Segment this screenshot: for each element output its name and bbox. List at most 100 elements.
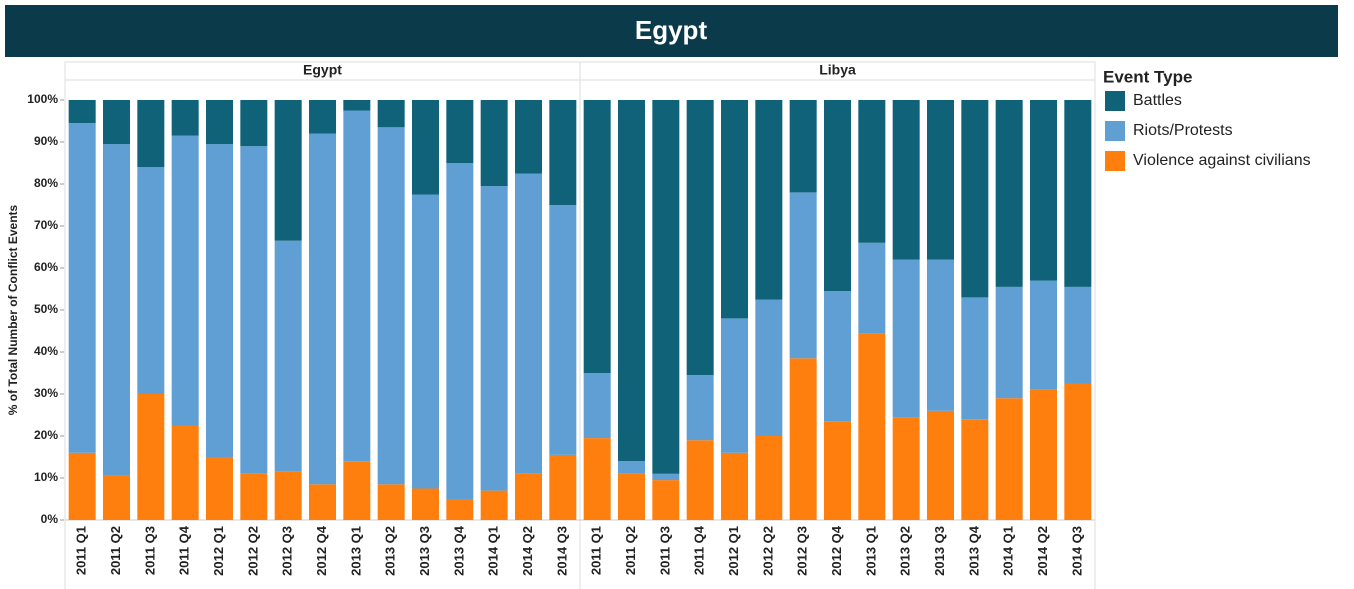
- bar-segment: [789, 100, 817, 193]
- x-tick-label: 2013 Q4: [966, 525, 981, 576]
- legend-swatch: [1105, 151, 1125, 171]
- bar-segment: [103, 144, 130, 476]
- bar-segment: [755, 436, 783, 520]
- x-tick-label: 2013 Q3: [417, 526, 432, 576]
- x-tick-label: 2012 Q2: [245, 526, 260, 576]
- y-tick-label: 10%: [34, 470, 58, 484]
- x-tick-label: 2011 Q1: [589, 526, 604, 575]
- bar-segment: [789, 358, 817, 520]
- bar-segment: [171, 100, 199, 136]
- x-tick-label: 2014 Q2: [520, 526, 535, 576]
- bar-segment: [103, 100, 130, 145]
- bar-segment: [961, 297, 989, 420]
- x-tick-label: 2012 Q4: [829, 525, 844, 576]
- x-tick-label: 2012 Q3: [795, 526, 810, 576]
- x-tick-label: 2013 Q1: [863, 526, 878, 576]
- y-tick-label: 30%: [34, 386, 58, 400]
- y-tick-label: 40%: [34, 344, 58, 358]
- bar-segment: [515, 100, 542, 174]
- bar-segment: [137, 100, 165, 168]
- bar-segment: [240, 473, 268, 520]
- x-tick-label: 2011 Q3: [142, 526, 157, 575]
- x-tick-label: 2014 Q1: [1001, 526, 1016, 576]
- x-tick-label: 2014 Q1: [486, 526, 501, 576]
- bar-segment: [858, 100, 886, 243]
- bar-segment: [171, 135, 199, 426]
- bar-segment: [515, 173, 542, 474]
- x-tick-label: 2013 Q3: [932, 526, 947, 576]
- bar-segment: [652, 100, 680, 474]
- x-tick-label: 2014 Q3: [1069, 526, 1084, 576]
- bar-segment: [824, 291, 851, 422]
- bar-segment: [686, 100, 714, 376]
- bar-segment: [274, 240, 302, 472]
- y-tick-label: 0%: [41, 512, 59, 526]
- bar-segment: [927, 100, 954, 260]
- x-tick-label: 2011 Q4: [177, 525, 192, 575]
- bar-segment: [995, 100, 1023, 287]
- bar-segment: [377, 484, 405, 520]
- bar-segment: [1030, 389, 1057, 520]
- legend-swatch: [1105, 121, 1125, 141]
- bar-segment: [240, 146, 268, 474]
- bar-segment: [68, 452, 96, 520]
- y-axis-label: % of Total Number of Conflict Events: [6, 204, 20, 415]
- y-tick-label: 80%: [34, 176, 58, 190]
- bar-segment: [206, 144, 233, 457]
- bar-segment: [446, 163, 474, 499]
- bar-segment: [343, 110, 371, 462]
- bar-segment: [240, 100, 268, 147]
- bar-segment: [549, 454, 577, 520]
- bar-segment: [480, 490, 508, 520]
- bar-segment: [652, 480, 680, 520]
- bar-segment: [858, 242, 886, 334]
- bar-segment: [892, 259, 920, 418]
- x-tick-label: 2012 Q2: [760, 526, 775, 576]
- bar-segment: [309, 100, 336, 134]
- x-tick-label: 2014 Q3: [554, 526, 569, 576]
- bar-segment: [961, 100, 989, 298]
- bar-segment: [412, 100, 439, 195]
- bar-segment: [892, 417, 920, 520]
- bar-segment: [137, 394, 165, 520]
- bar-segment: [480, 186, 508, 491]
- bar-segment: [377, 127, 405, 485]
- bar-segment: [789, 192, 817, 359]
- x-tick-label: 2011 Q2: [623, 526, 638, 575]
- bar-segment: [583, 438, 611, 520]
- bar-segment: [343, 461, 371, 520]
- y-tick-label: 50%: [34, 302, 58, 316]
- legend-title: Event Type: [1103, 67, 1192, 86]
- bar-segment: [892, 100, 920, 260]
- x-tick-label: 2012 Q1: [726, 526, 741, 576]
- bar-segment: [343, 100, 371, 111]
- bar-segment: [1064, 100, 1092, 287]
- bar-segment: [858, 333, 886, 520]
- bar-segment: [103, 475, 130, 520]
- bar-segment: [755, 299, 783, 436]
- x-tick-label: 2012 Q1: [211, 526, 226, 576]
- bar-segment: [377, 100, 405, 128]
- bar-segment: [686, 440, 714, 520]
- bar-segment: [824, 421, 851, 520]
- bar-segment: [549, 205, 577, 455]
- bar-segment: [446, 499, 474, 520]
- bar-segment: [549, 100, 577, 205]
- banner: [5, 5, 1338, 57]
- bar-segment: [515, 473, 542, 520]
- x-tick-label: 2013 Q1: [348, 526, 363, 576]
- legend-label: Violence against civilians: [1133, 152, 1311, 169]
- x-tick-label: 2012 Q3: [280, 526, 295, 576]
- x-tick-label: 2012 Q4: [314, 525, 329, 576]
- bar-segment: [755, 100, 783, 300]
- bar-segment: [618, 461, 645, 474]
- panel-title: Egypt: [303, 62, 342, 78]
- bar-segment: [927, 410, 954, 520]
- bar-segment: [1030, 280, 1057, 390]
- bar-segment: [309, 484, 336, 520]
- bar-segment: [721, 452, 748, 520]
- x-tick-label: 2011 Q4: [692, 525, 707, 575]
- panel-title: Libya: [819, 62, 856, 78]
- x-tick-label: 2014 Q2: [1035, 526, 1050, 576]
- bar-segment: [686, 375, 714, 441]
